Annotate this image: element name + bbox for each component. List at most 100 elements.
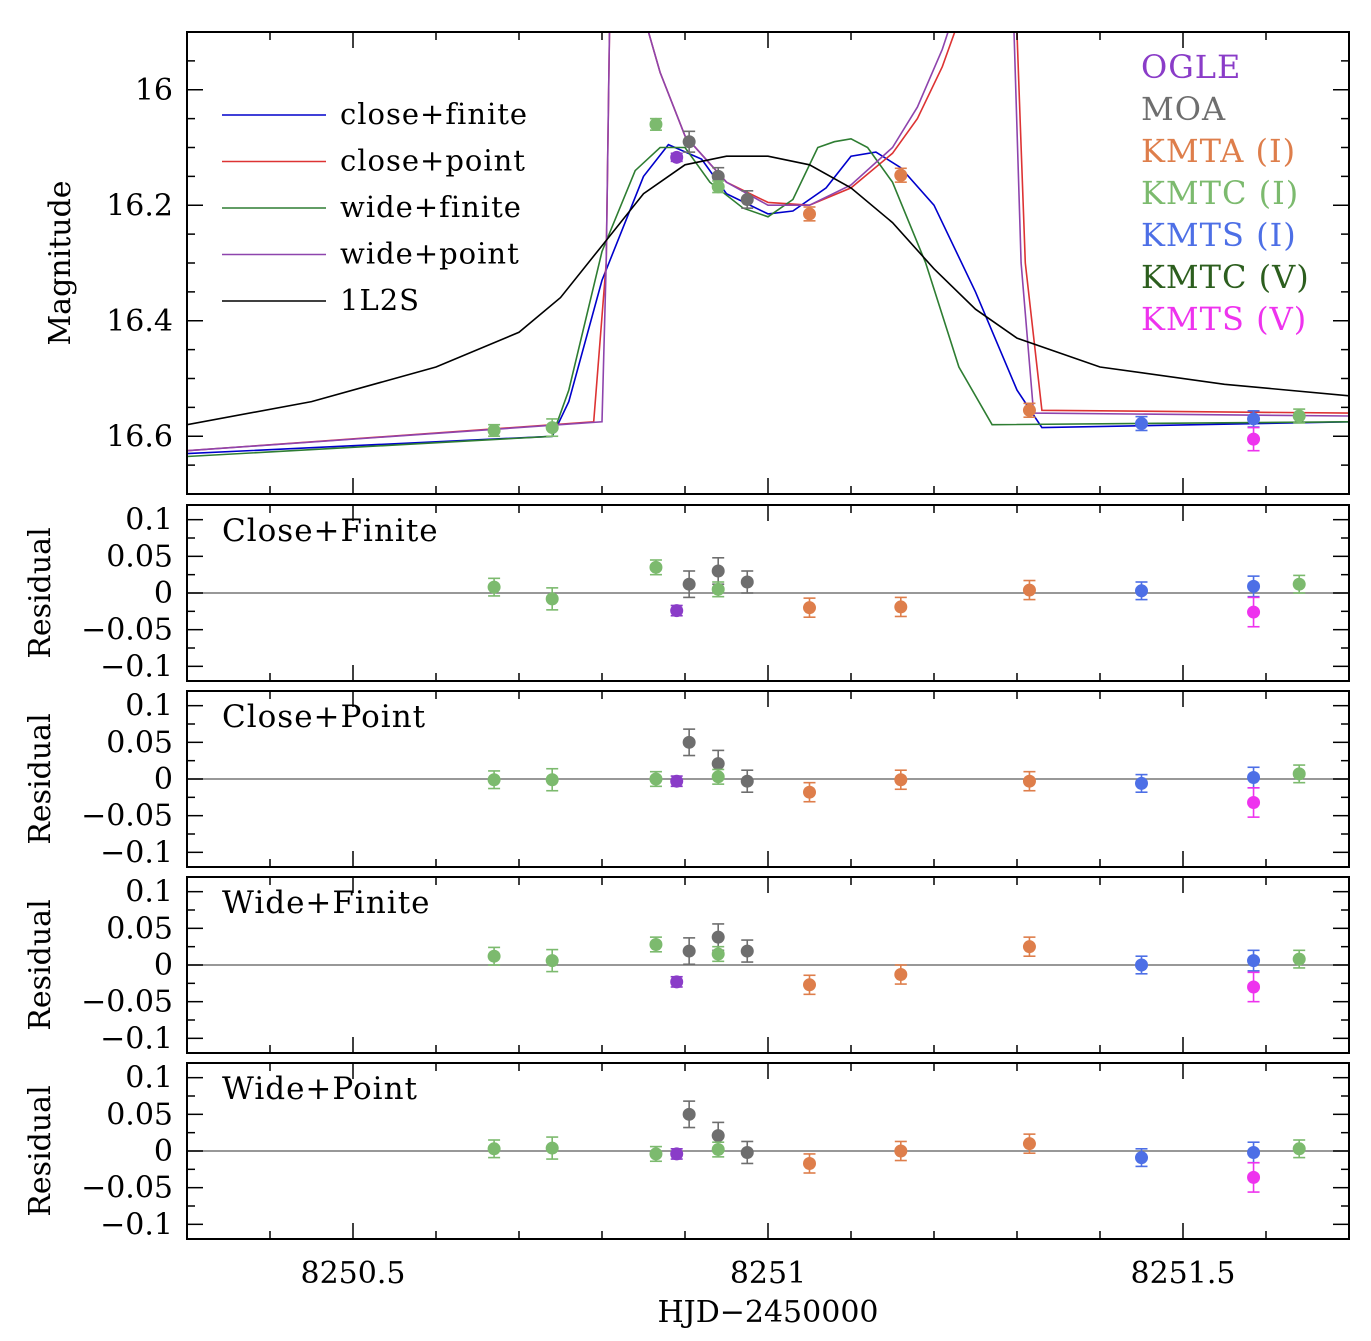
instrument-label: MOA bbox=[1141, 90, 1226, 128]
residual-point bbox=[1247, 1170, 1261, 1184]
residual-point bbox=[1022, 1137, 1036, 1151]
model-curves bbox=[187, 32, 1349, 458]
y-tick-label: −0.05 bbox=[81, 799, 173, 834]
residual-point bbox=[894, 773, 908, 787]
residual-point bbox=[682, 577, 696, 591]
residual-point bbox=[545, 592, 559, 606]
model-legend: close+finite close+point wide+finite wide+p… bbox=[222, 97, 528, 317]
y-tick-label: 16.6 bbox=[106, 419, 173, 454]
residual-point bbox=[1022, 583, 1036, 597]
residual-point bbox=[682, 1107, 696, 1121]
residual-panel: 0.10.050−0.05−0.1 Wide+Finite Residual bbox=[23, 875, 1350, 1056]
residual-panel: 0.10.050−0.05−0.1 Close+Finite Residual bbox=[23, 503, 1350, 684]
residual-point bbox=[1135, 958, 1148, 972]
y-tick-label: −0.1 bbox=[100, 835, 173, 870]
residual-point bbox=[711, 1129, 725, 1143]
x-axis: 8250.5 8251 8251.5 HJD−2450000 bbox=[301, 1256, 1236, 1330]
residual-point bbox=[545, 954, 559, 968]
instrument-legend: OGLE MOA KMTA (I) KMTC (I) KMTS (I) KMTC (V) K… bbox=[1141, 48, 1310, 338]
legend-label: wide+point bbox=[340, 237, 520, 271]
y-tick-label: 0 bbox=[154, 948, 173, 983]
x-tick-label: 8251.5 bbox=[1131, 1256, 1236, 1291]
residual-point bbox=[740, 575, 754, 589]
model-curve-wide-point bbox=[187, 32, 1349, 452]
residual-point bbox=[670, 1147, 684, 1161]
residual-point bbox=[740, 1145, 754, 1159]
residual-point bbox=[894, 600, 908, 614]
residual-panel: 0.10.050−0.05−0.1 Close+Point Residual bbox=[23, 689, 1350, 870]
residual-panel-title: Close+Finite bbox=[222, 513, 439, 549]
residual-point bbox=[487, 1142, 501, 1156]
residual-point bbox=[545, 773, 559, 787]
data-point bbox=[711, 180, 725, 194]
residual-point bbox=[1247, 579, 1261, 593]
residual-panel: 0.10.050−0.05−0.1 Wide+Point Residual bbox=[23, 1061, 1350, 1242]
data-point bbox=[894, 168, 908, 182]
data-point bbox=[670, 150, 684, 164]
residual-point bbox=[740, 944, 754, 958]
residual-panel-title: Wide+Point bbox=[222, 1071, 418, 1107]
residual-point bbox=[1135, 584, 1148, 598]
residual-panels: 0.10.050−0.05−0.1Close+FiniteResidual0.1… bbox=[23, 503, 1350, 1242]
residual-point bbox=[1022, 940, 1036, 954]
data-point bbox=[1022, 403, 1036, 417]
data-point bbox=[1135, 417, 1148, 431]
residual-point bbox=[545, 1141, 559, 1155]
x-axis-title: HJD−2450000 bbox=[658, 1295, 879, 1330]
data-point bbox=[545, 421, 559, 435]
y-tick-label: 16 bbox=[135, 73, 173, 108]
y-tick-label: −0.1 bbox=[100, 649, 173, 684]
residual-point bbox=[1292, 767, 1306, 781]
residual-point bbox=[682, 944, 696, 958]
residual-axis-title: Residual bbox=[23, 527, 58, 658]
residual-point bbox=[1292, 577, 1306, 591]
y-tick-label: 0.05 bbox=[106, 1097, 173, 1132]
residual-panel-title: Close+Point bbox=[222, 699, 426, 735]
instrument-label: KMTS (V) bbox=[1141, 300, 1307, 338]
y-tick-label: −0.1 bbox=[100, 1207, 173, 1242]
residual-point bbox=[711, 582, 725, 596]
model-curve-1l2s bbox=[187, 155, 1349, 426]
y-tick-label: 16.2 bbox=[106, 188, 173, 223]
residual-axis-title: Residual bbox=[23, 1085, 58, 1216]
residual-point bbox=[649, 1147, 663, 1161]
residual-point bbox=[740, 774, 754, 788]
y-tick-label: 0 bbox=[154, 762, 173, 797]
residual-point bbox=[711, 770, 725, 784]
residual-point bbox=[711, 930, 725, 944]
y-tick-label: 0.1 bbox=[125, 875, 173, 910]
y-tick-label: −0.05 bbox=[81, 985, 173, 1020]
instrument-label: KMTA (I) bbox=[1141, 132, 1296, 170]
magnitude-panel: 1616.216.416.6Magnitudeclose+finiteclose… bbox=[43, 31, 1350, 495]
data-point bbox=[682, 135, 696, 149]
residual-point bbox=[682, 735, 696, 749]
y-tick-label: 0.05 bbox=[106, 725, 173, 760]
residual-point bbox=[1292, 1142, 1306, 1156]
data-point bbox=[1247, 412, 1261, 426]
residual-point bbox=[1247, 954, 1261, 968]
legend-label: close+finite bbox=[340, 97, 528, 131]
residual-point bbox=[1135, 776, 1148, 790]
y-tick-label: 0.1 bbox=[125, 689, 173, 724]
y-axis-title: Magnitude bbox=[43, 180, 78, 345]
residual-point bbox=[1247, 795, 1261, 809]
data-point bbox=[1292, 409, 1306, 423]
y-tick-label: −0.1 bbox=[100, 1021, 173, 1056]
instrument-label: KMTS (I) bbox=[1141, 216, 1297, 254]
y-tick-label: 0.1 bbox=[125, 503, 173, 538]
residual-point bbox=[1247, 1145, 1261, 1159]
residual-point bbox=[894, 1144, 908, 1158]
data-point bbox=[487, 423, 501, 437]
residual-point bbox=[670, 975, 684, 989]
data-point bbox=[803, 207, 816, 221]
residual-point bbox=[1247, 980, 1261, 994]
residual-point bbox=[649, 560, 663, 574]
residual-point bbox=[649, 937, 663, 951]
x-tick-label: 8250.5 bbox=[301, 1256, 406, 1291]
legend-label: close+point bbox=[340, 144, 526, 178]
instrument-label: KMTC (V) bbox=[1141, 258, 1310, 296]
residual-point bbox=[711, 564, 725, 578]
instrument-label: KMTC (I) bbox=[1141, 174, 1299, 212]
y-tick-label: −0.05 bbox=[81, 1171, 173, 1206]
